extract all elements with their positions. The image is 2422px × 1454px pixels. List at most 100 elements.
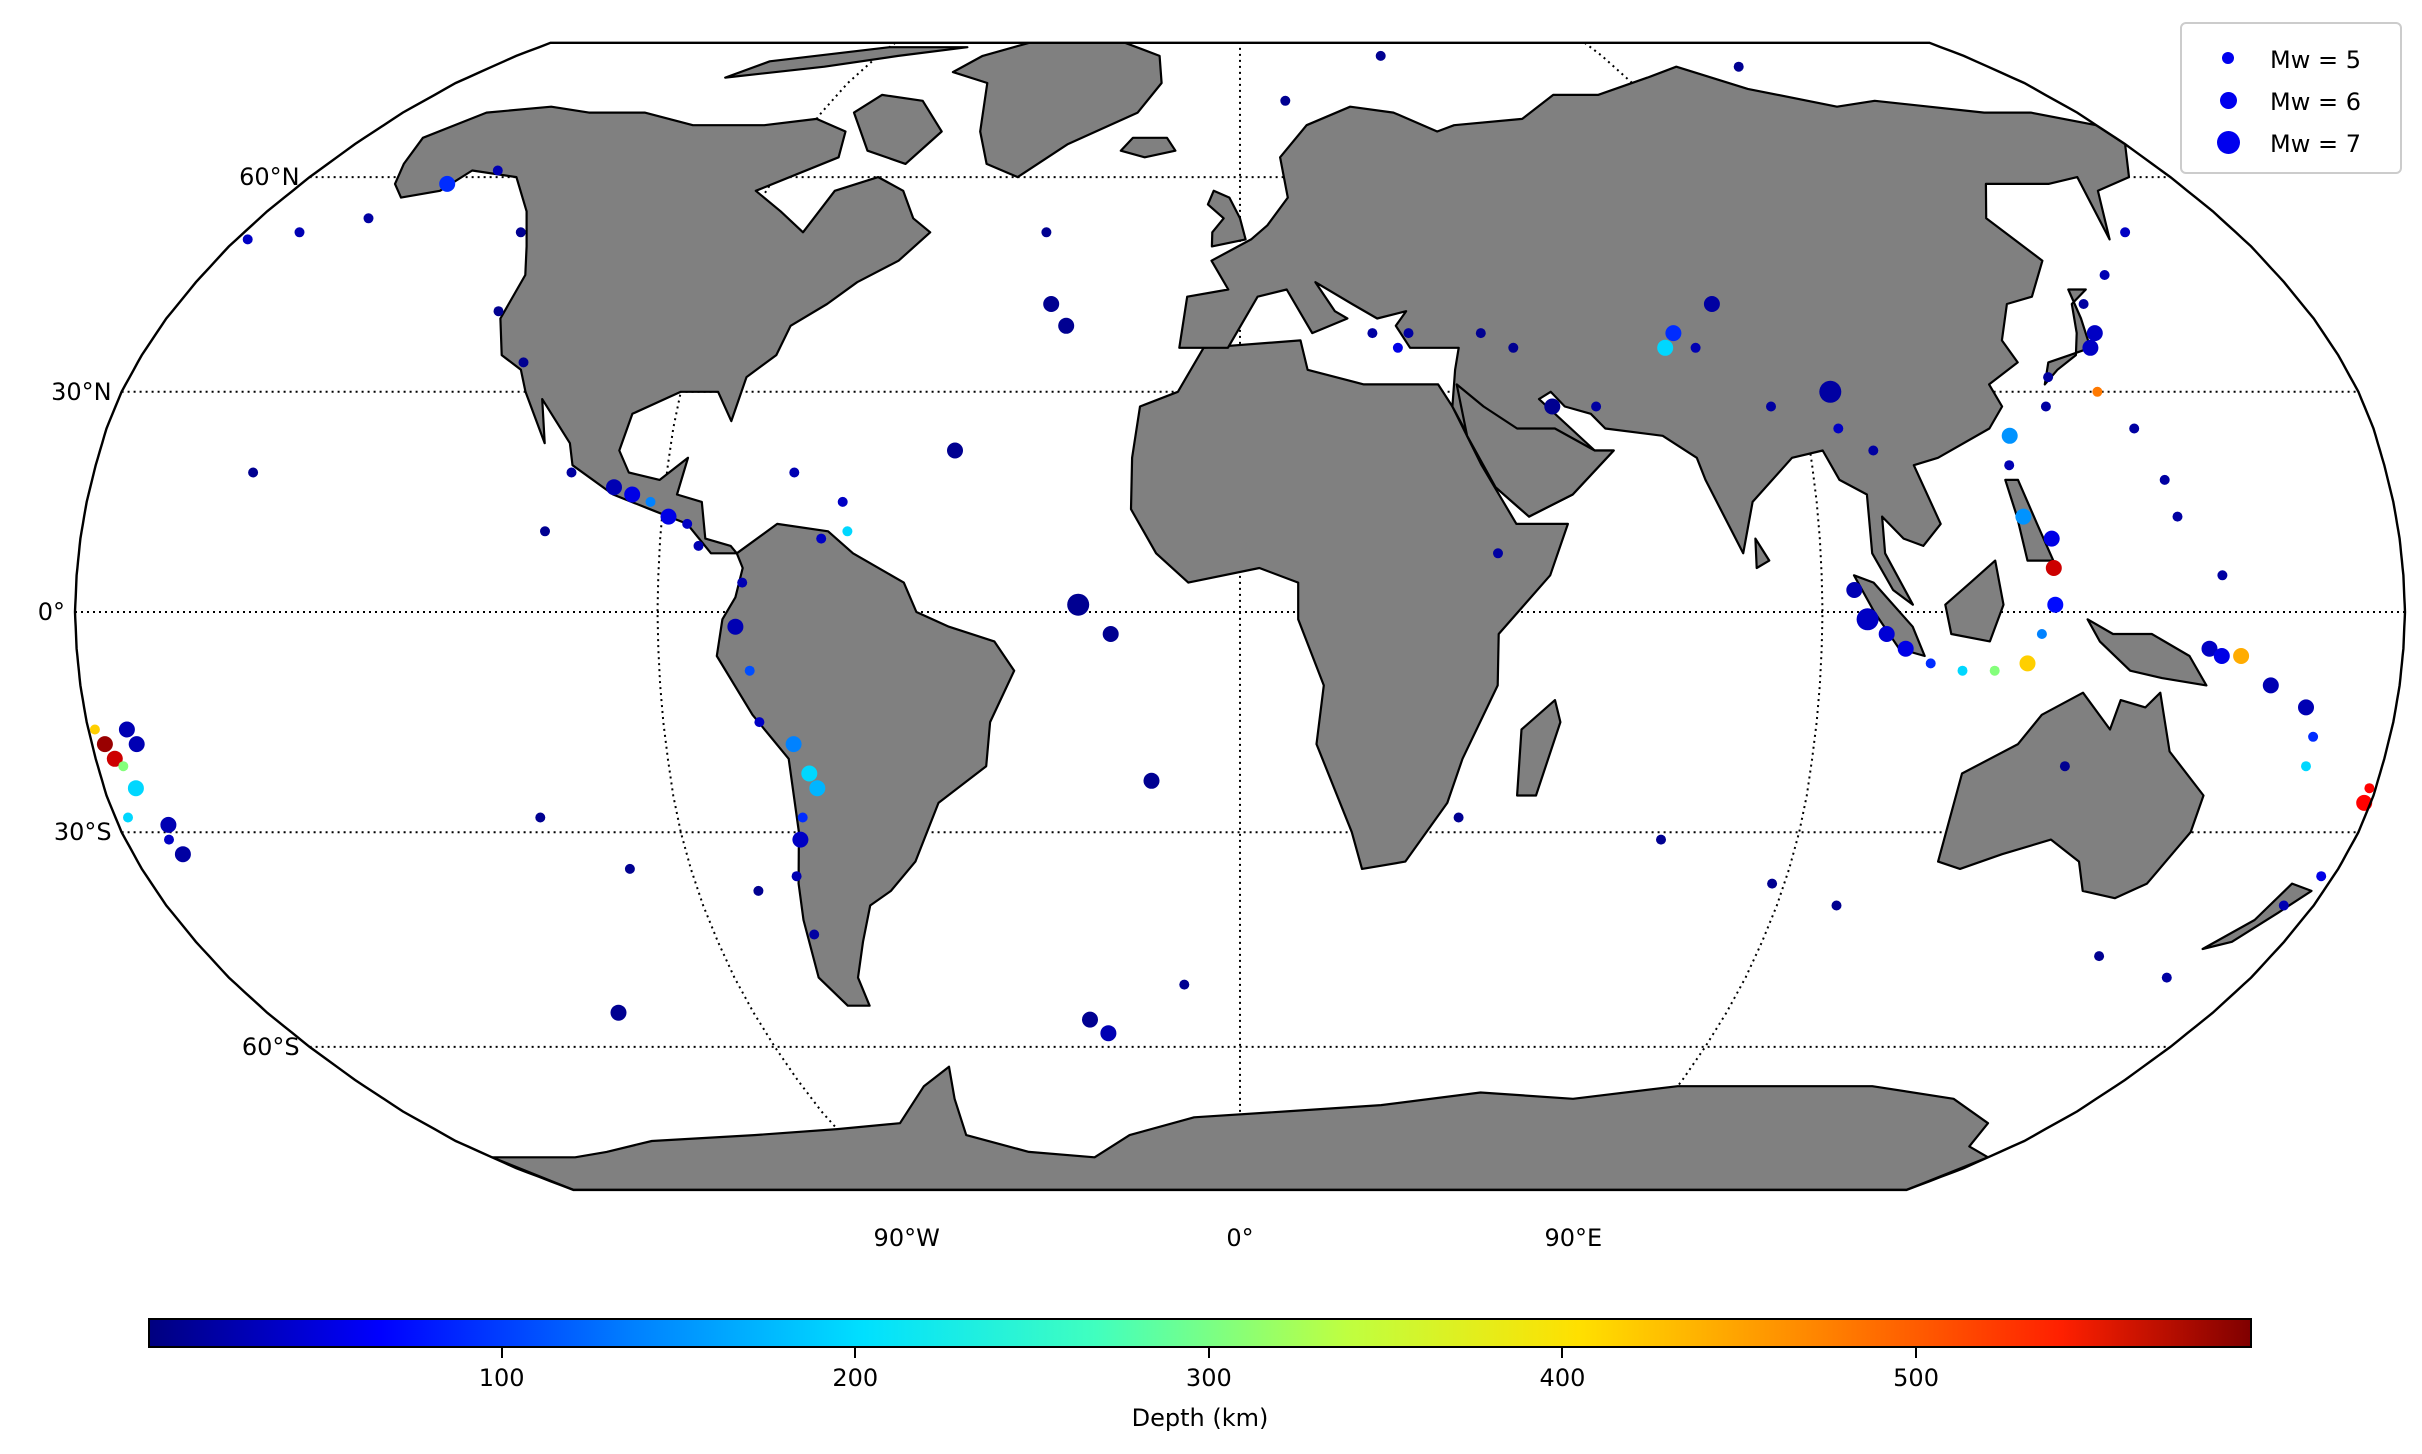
earthquake-event (1733, 61, 1744, 72)
earthquake-event (1897, 640, 1914, 657)
earthquake-event (1067, 593, 1090, 616)
earthquake-event (2298, 699, 2314, 716)
earthquake-event (128, 736, 145, 753)
earthquake-event (1831, 900, 1842, 911)
earthquake-event (363, 213, 374, 224)
earthquake-event (727, 618, 744, 635)
landmass-greenland (951, 42, 1163, 179)
map-outline (73, 41, 2407, 1192)
earthquake-event (518, 357, 529, 368)
earthquake-event (123, 812, 133, 823)
earthquake-event (1544, 398, 1561, 415)
earthquake-event (1392, 342, 1403, 353)
colorbar-tick-label: 200 (832, 1364, 879, 1392)
earthquake-event (2078, 299, 2089, 309)
earthquake-event (492, 165, 503, 176)
earthquake-event (660, 508, 677, 525)
earthquake-event (1846, 582, 1863, 598)
earthquake-event (1665, 325, 1682, 342)
earthquake-event (2019, 655, 2036, 672)
lat-label: 30°N (51, 377, 112, 406)
colorbar-tick-label: 500 (1893, 1364, 1939, 1392)
legend-marker-mw6 (2220, 92, 2237, 109)
earthquake-event (242, 234, 253, 245)
colorbar-tick (1561, 1348, 1564, 1358)
earthquake-event (797, 812, 808, 823)
earthquake-event (753, 885, 764, 896)
lon-label: 90°E (1544, 1224, 1603, 1252)
earthquake-events (89, 50, 2375, 1042)
earthquake-event (2262, 677, 2279, 694)
earthquake-event (2364, 783, 2375, 794)
earthquake-event (1179, 979, 1190, 990)
earthquake-event (1143, 772, 1160, 789)
legend-entry: Mw = 5 (2182, 40, 2400, 80)
earthquake-event (789, 467, 800, 478)
earthquake-event (1819, 380, 1842, 403)
earthquake-event (1657, 339, 1674, 356)
earthquake-event (1280, 95, 1291, 106)
earthquake-event (785, 736, 802, 753)
earthquake-event (439, 175, 456, 192)
earthquake-event (1100, 1025, 1117, 1042)
earthquake-event (1878, 626, 1895, 642)
earthquake-event (1082, 1011, 1098, 1028)
colorbar-tick-label: 400 (1539, 1364, 1586, 1392)
earthquake-event (127, 780, 144, 797)
earthquake-event (118, 721, 135, 738)
earthquake-event (1690, 342, 1701, 353)
landmass-arctic-islands (724, 46, 969, 79)
earthquake-event (2233, 648, 2250, 664)
earthquake-event (566, 467, 577, 478)
landmass-africa (1129, 339, 1569, 870)
earthquake-event (801, 765, 818, 782)
lon-label: 0° (1226, 1224, 1254, 1252)
earthquake-event (842, 526, 853, 537)
map-frame (73, 41, 2407, 1192)
landmass-iceland (1119, 136, 1177, 159)
colorbar-tick (1915, 1348, 1918, 1358)
earthquake-event (89, 724, 100, 735)
earthquake-event (2015, 508, 2032, 525)
earthquake-event (118, 761, 129, 772)
earthquake-event (754, 717, 765, 728)
landmass-arabia-fill (1455, 383, 1615, 518)
earthquake-event (1767, 878, 1778, 889)
colorbar-tick (854, 1348, 857, 1358)
earthquake-event (294, 227, 305, 238)
land-masses (393, 42, 2313, 1190)
earthquake-event (164, 834, 174, 845)
lat-label: 60°S (241, 1032, 300, 1061)
earthquake-event (1041, 227, 1052, 238)
earthquake-event (2036, 629, 2047, 639)
lat-label: 30°S (53, 818, 112, 847)
earthquake-event (1375, 50, 1386, 61)
earthquake-event (535, 812, 546, 823)
earthquake-event (1856, 608, 1879, 631)
colorbar-label: Depth (km) (1131, 1404, 1269, 1432)
legend-entry: Mw = 7 (2182, 124, 2400, 164)
earthquake-event (2001, 427, 2018, 444)
earthquake-event (837, 496, 848, 507)
earthquake-event (1591, 401, 1602, 412)
earthquake-event (2040, 401, 2051, 412)
earthquake-event (1475, 328, 1486, 339)
legend: Mw = 5 Mw = 6 Mw = 7 (2180, 22, 2402, 174)
earthquake-event (809, 780, 826, 797)
earthquake-event (1703, 296, 1720, 312)
earthquake-event (1833, 423, 1844, 434)
earthquake-event (1102, 626, 1119, 642)
earthquake-event (515, 227, 526, 238)
earthquake-event (2094, 951, 2105, 962)
earthquake-event (96, 736, 113, 753)
earthquake-event (1508, 342, 1519, 353)
landmass-south-america (715, 522, 1016, 1007)
legend-marker-mw7 (2217, 131, 2240, 154)
lat-label: 0° (37, 598, 65, 626)
earthquake-event (2045, 560, 2062, 576)
earthquake-event (737, 577, 748, 588)
earthquake-event (2301, 761, 2311, 772)
earthquake-event (1043, 296, 1060, 312)
earthquake-event (2082, 339, 2099, 356)
